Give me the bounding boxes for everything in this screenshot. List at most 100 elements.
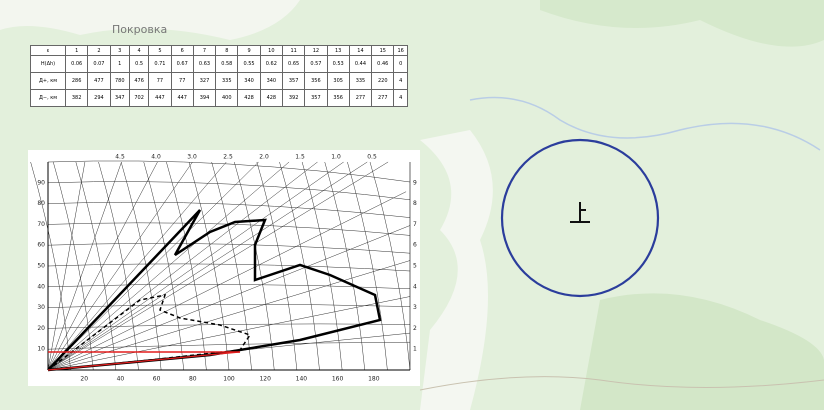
grid-arc	[256, 161, 298, 371]
table-cell: 3	[109, 45, 130, 56]
grid-arc	[143, 161, 184, 371]
horizon-line	[47, 351, 241, 371]
y-label: 30	[37, 304, 45, 311]
table-cell: 340	[259, 72, 283, 90]
table-cell: Д+, км	[29, 72, 67, 90]
table-cell: 0.71	[148, 55, 172, 73]
table-cell: 77	[148, 72, 172, 90]
table-cell: Д−, км	[29, 89, 67, 107]
forest	[580, 293, 824, 410]
table-cell: 357	[281, 72, 306, 90]
y-label: 60	[37, 242, 45, 249]
table-cell: 0.55	[237, 55, 261, 73]
table-cell: 7	[192, 45, 217, 56]
table-cell: 382	[65, 89, 89, 107]
grid-radial	[47, 161, 193, 371]
table-cell: 12	[304, 45, 328, 56]
y-label: 80	[37, 200, 45, 207]
table-cell: 9	[237, 45, 261, 56]
table-cell: 11	[281, 45, 306, 56]
open-area	[0, 0, 300, 40]
table-row: Н(Δh) 0.06 0.07 1 0.5 0.71 0.67 0.63 0.58 0.55 0.6…	[29, 55, 408, 73]
table-cell: 286	[65, 72, 89, 90]
y-label: 10	[37, 346, 45, 353]
table-cell: 0.46	[371, 55, 395, 73]
table-cell: 0.58	[215, 55, 239, 73]
table-cell: 340	[237, 72, 261, 90]
top-label: 1.5	[295, 154, 305, 161]
table-cell: 356	[326, 89, 350, 107]
grid-arc	[75, 161, 117, 371]
radar-symbol	[570, 202, 590, 223]
table-cell: 0.53	[326, 55, 350, 73]
grid-radial	[47, 161, 368, 371]
grid-radial	[47, 161, 344, 371]
table-cell: 0.62	[259, 55, 283, 73]
grid-arc	[53, 161, 94, 371]
table-row: Д−, км 382 294 347 702 447 447 394 400 428 428 392 3…	[29, 89, 408, 107]
x-label: 20	[80, 376, 88, 383]
table-cell: 4	[393, 89, 408, 107]
top-label: 4.5	[115, 154, 125, 161]
grid-radial	[47, 161, 158, 371]
table-cell: 394	[192, 89, 217, 107]
right-label: 4	[413, 283, 417, 290]
table-cell: 5	[148, 45, 172, 56]
grid-radial	[47, 161, 389, 371]
grid-arc	[301, 161, 343, 371]
y-label: 90	[37, 179, 45, 186]
top-label: 2.5	[223, 154, 233, 161]
table-cell: 356	[304, 72, 328, 90]
parameter-table: ε 1 2 3 4 5 6 7 8 9 10 11 12 13 14 15 16 Н(Δh) 0.06 0.07 1 0.…	[29, 45, 408, 107]
table-cell: 0.67	[170, 55, 194, 73]
grid-radial	[47, 296, 411, 371]
right-label: 9	[413, 179, 417, 186]
table-cell: 0.07	[87, 55, 111, 73]
table-row: ε 1 2 3 4 5 6 7 8 9 10 11 12 13 14 15 16	[29, 45, 408, 56]
table-cell: 10	[259, 45, 283, 56]
top-label: 3.0	[187, 154, 197, 161]
table-cell: 277	[371, 89, 395, 107]
right-label: 1	[413, 346, 417, 353]
right-label: 3	[413, 304, 417, 311]
x-label: 160	[332, 376, 344, 383]
grid-arc	[166, 161, 207, 371]
grid-curve	[47, 283, 411, 290]
table-cell: 428	[259, 89, 283, 107]
grid-curve	[47, 304, 411, 308]
x-label: 140	[296, 376, 308, 383]
table-cell: 327	[192, 72, 217, 90]
grid-arc	[369, 161, 411, 371]
grid-arc	[98, 161, 139, 371]
table-cell: 702	[128, 89, 150, 107]
grid-radial	[47, 161, 122, 371]
table-cell: 13	[326, 45, 350, 56]
table-cell: 4	[128, 45, 150, 56]
coverage-contour-dashed	[47, 294, 252, 371]
table-cell: 77	[170, 72, 194, 90]
table-row: Д+, км 286 477 780 476 77 77 327 335 340 340 357 356…	[29, 72, 408, 90]
table-cell: 305	[326, 72, 350, 90]
grid-radial	[47, 161, 259, 371]
grid-arc	[30, 161, 71, 371]
top-label: 4.0	[151, 154, 161, 161]
table-cell: 335	[215, 72, 239, 90]
table-cell: 447	[170, 89, 194, 107]
place-label: Покровка	[112, 23, 167, 36]
table-cell: 277	[348, 89, 373, 107]
forest	[540, 0, 824, 47]
coverage-contour	[47, 209, 382, 372]
table-cell: 8	[215, 45, 239, 56]
table-cell: 0.5	[128, 55, 150, 73]
table-cell: 357	[304, 89, 328, 107]
right-label: 6	[413, 242, 417, 249]
grid-radial	[47, 191, 407, 371]
top-label: 1.0	[331, 154, 341, 161]
road	[419, 376, 824, 391]
right-label: 2	[413, 325, 417, 332]
table-cell: 447	[148, 89, 172, 107]
open-area	[420, 130, 493, 410]
y-label: 40	[37, 283, 45, 290]
